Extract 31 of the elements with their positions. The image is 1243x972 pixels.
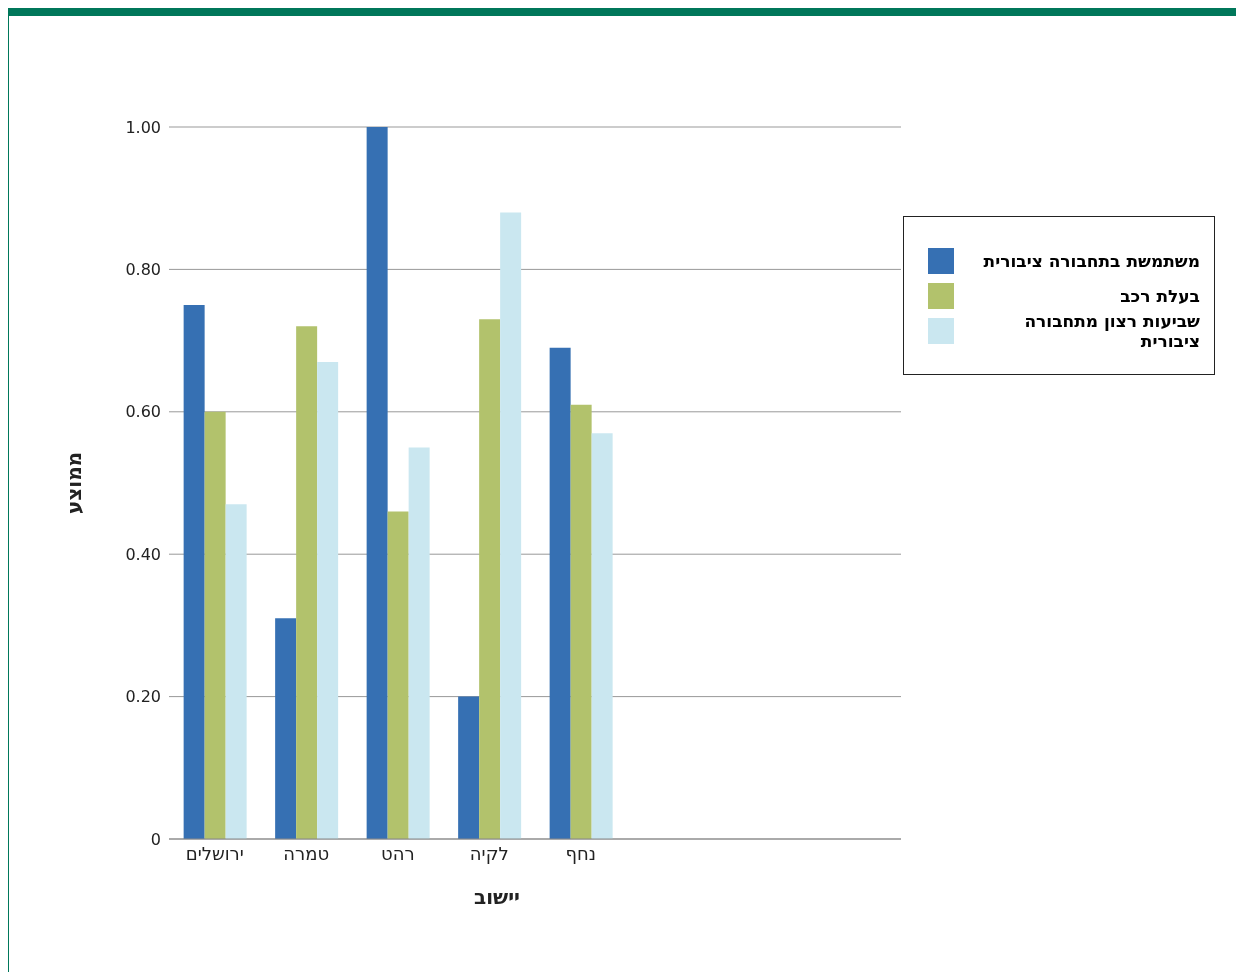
- x-tick-label: לקיה: [469, 842, 509, 864]
- x-tick-label: רהט: [380, 842, 415, 864]
- x-tick-label: נחף: [565, 842, 596, 864]
- legend-label: משתמשת בתחבורה ציבורית: [983, 250, 1200, 271]
- x-axis-title: יישוב: [474, 885, 521, 909]
- y-tick-label: 0.60: [125, 402, 161, 422]
- text: שביעות רצון מתחבורה ציבורית: [1023, 310, 1200, 351]
- bar: [549, 347, 571, 839]
- y-tick-label: 0.20: [125, 687, 161, 707]
- bar: [458, 696, 480, 839]
- bar: [225, 504, 247, 839]
- text: בעלת רכב: [1120, 285, 1200, 306]
- y-tick-label: 0: [150, 829, 161, 849]
- bar: [183, 305, 205, 839]
- bar: [387, 511, 409, 839]
- bar: [204, 411, 226, 839]
- y-tick-label: 0.40: [125, 544, 161, 564]
- bar: [479, 319, 501, 839]
- bar: [570, 404, 592, 839]
- x-tick-label: ירושלים: [185, 842, 244, 864]
- y-tick-label: 0.80: [125, 260, 161, 280]
- y-tick-label: 1.00: [125, 117, 161, 137]
- bar: [408, 447, 430, 839]
- y-axis-title: ממוצע: [62, 451, 87, 515]
- bar: [317, 361, 339, 839]
- bar: [275, 618, 297, 839]
- bar: [500, 212, 522, 839]
- bar: [366, 127, 388, 839]
- bar: [591, 433, 613, 839]
- x-tick-label: טמרה: [283, 842, 330, 864]
- bar: [296, 326, 318, 839]
